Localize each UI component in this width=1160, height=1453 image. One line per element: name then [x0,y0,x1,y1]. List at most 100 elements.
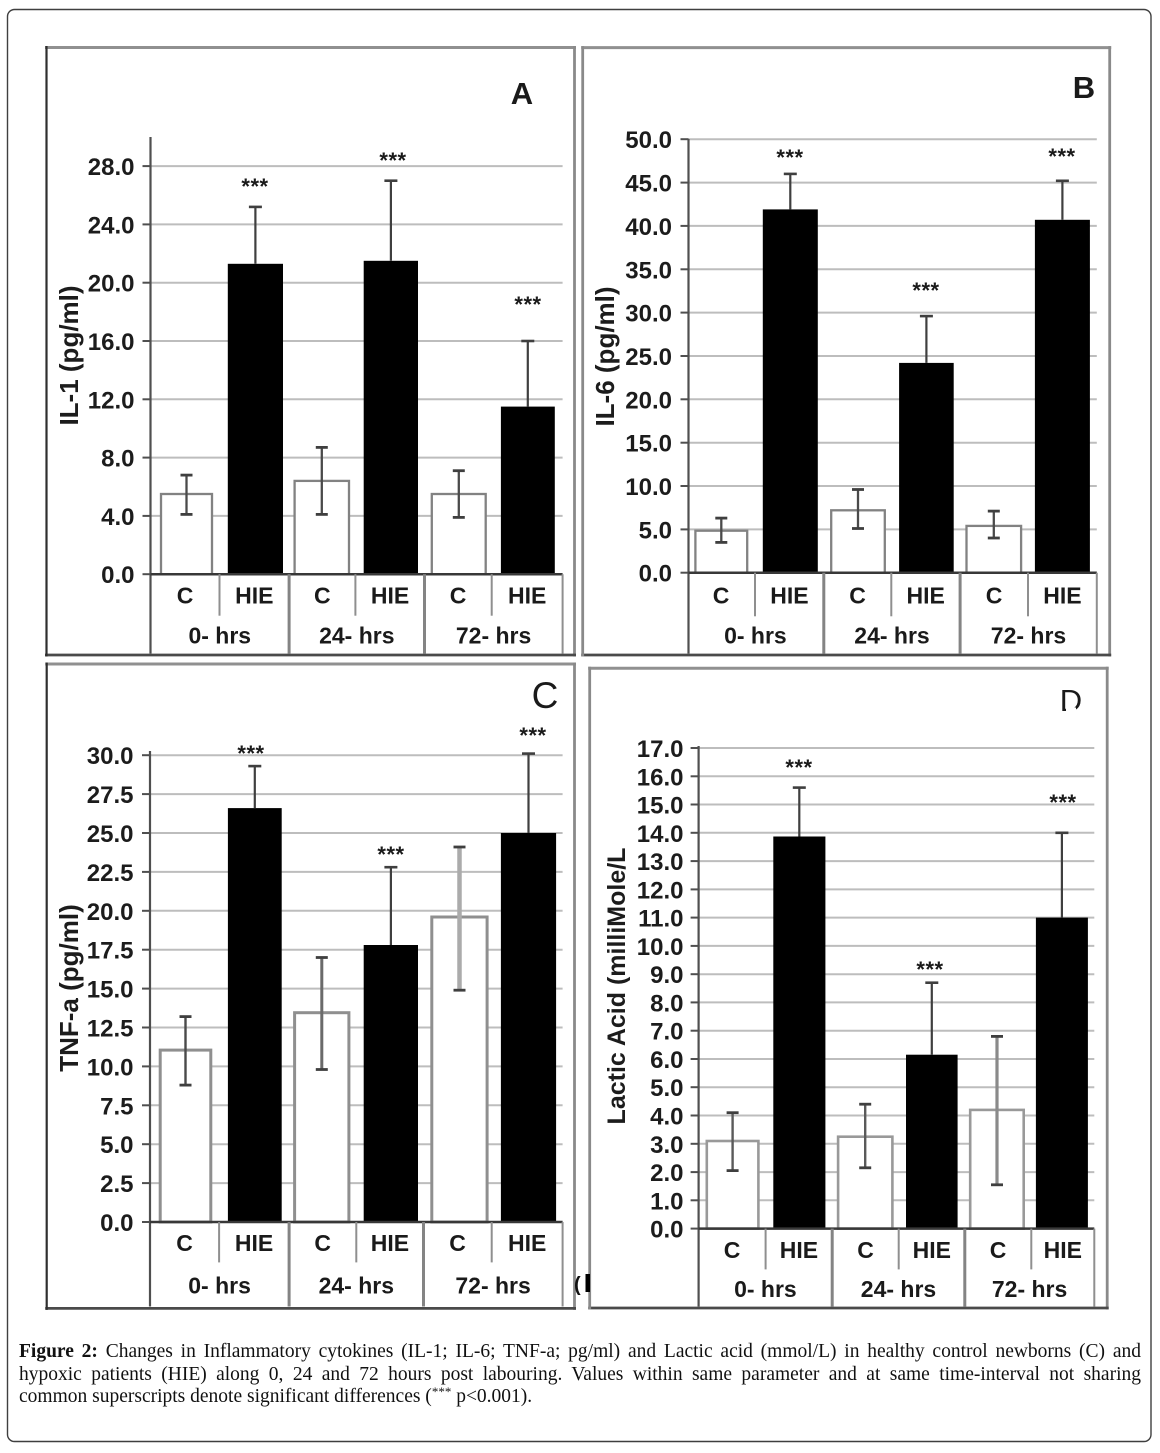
svg-text:28.0: 28.0 [88,154,135,181]
svg-text:D: D [1060,683,1082,718]
svg-text:HIE: HIE [235,583,273,609]
svg-text:C: C [990,1237,1007,1263]
svg-text:0- hrs: 0- hrs [724,623,787,649]
svg-text:HIE: HIE [508,1230,546,1256]
svg-text:10.0: 10.0 [625,474,672,501]
svg-text:***: *** [519,723,546,748]
svg-text:C: C [314,1230,331,1256]
svg-text:HIE: HIE [1043,583,1081,609]
svg-text:12.0: 12.0 [637,877,684,904]
svg-text:15.0: 15.0 [87,977,134,1004]
svg-text:(: ( [574,1274,581,1296]
svg-text:7.0: 7.0 [650,1019,683,1046]
svg-text:24- hrs: 24- hrs [319,1273,394,1299]
svg-text:72- hrs: 72- hrs [992,1276,1067,1302]
svg-text:0- hrs: 0- hrs [734,1276,797,1302]
svg-text:22.5: 22.5 [87,860,134,887]
svg-text:0- hrs: 0- hrs [188,1273,251,1299]
svg-text:Lactic Acid (milliMole/L: Lactic Acid (milliMole/L [603,848,631,1125]
svg-text:IL-1 (pg/ml): IL-1 (pg/ml) [54,285,84,425]
svg-text:C: C [450,583,467,609]
svg-text:***: *** [241,174,268,199]
svg-text:HIE: HIE [235,1230,273,1256]
svg-text:14.0: 14.0 [637,821,684,848]
svg-text:***: *** [776,145,803,170]
svg-text:5.0: 5.0 [100,1132,133,1159]
svg-text:16.0: 16.0 [637,764,684,791]
svg-text:72- hrs: 72- hrs [455,1273,530,1299]
svg-text:HIE: HIE [1044,1237,1082,1263]
svg-text:25.0: 25.0 [87,821,134,848]
svg-text:B: B [1073,70,1095,105]
svg-text:8.0: 8.0 [650,990,683,1017]
svg-text:17.0: 17.0 [637,736,684,763]
svg-text:9.0: 9.0 [650,962,683,989]
svg-text:11.0: 11.0 [638,906,683,933]
svg-text:***: *** [912,278,939,303]
svg-text:20.0: 20.0 [87,899,134,926]
svg-text:20.0: 20.0 [625,387,672,414]
svg-text:C: C [724,1237,741,1263]
svg-text:IL-6 (pg/ml): IL-6 (pg/ml) [590,286,620,426]
svg-text:10.0: 10.0 [87,1054,134,1081]
svg-text:2.5: 2.5 [100,1171,133,1198]
svg-text:***: *** [1049,790,1076,815]
svg-text:***: *** [514,292,541,317]
svg-text:45.0: 45.0 [625,171,672,198]
svg-text:3.0: 3.0 [650,1132,683,1159]
svg-text:C: C [314,583,331,609]
svg-text:15.0: 15.0 [625,431,672,458]
svg-text:2.0: 2.0 [650,1160,683,1187]
svg-text:HIE: HIE [371,1230,409,1256]
svg-text:30.0: 30.0 [87,743,134,770]
svg-text:15.0: 15.0 [637,793,684,820]
svg-text:***: *** [237,741,264,766]
svg-text:24- hrs: 24- hrs [319,623,394,649]
svg-text:HIE: HIE [907,583,945,609]
svg-text:0.0: 0.0 [100,1210,133,1237]
svg-text:50.0: 50.0 [625,127,672,154]
svg-text:72- hrs: 72- hrs [991,623,1066,649]
svg-text:C: C [986,583,1003,609]
svg-text:4.0: 4.0 [101,504,134,531]
svg-text:C: C [177,583,194,609]
svg-text:10.0: 10.0 [637,934,684,961]
svg-text:13.0: 13.0 [637,849,684,876]
svg-text:C: C [857,1237,874,1263]
svg-text:5.0: 5.0 [639,517,672,544]
svg-text:HIE: HIE [770,583,808,609]
svg-text:***: *** [379,148,406,173]
svg-text:HIE: HIE [913,1237,951,1263]
svg-text:0- hrs: 0- hrs [188,623,251,649]
svg-text:7.5: 7.5 [100,1093,133,1120]
svg-text:20.0: 20.0 [88,271,135,298]
svg-text:12.5: 12.5 [87,1016,134,1043]
svg-text:1.0: 1.0 [650,1188,683,1215]
svg-text:24- hrs: 24- hrs [854,623,929,649]
svg-text:TNF-a (pg/ml): TNF-a (pg/ml) [54,904,84,1072]
svg-text:C: C [176,1230,193,1256]
svg-text:5.0: 5.0 [650,1075,683,1102]
svg-text:C: C [532,675,559,716]
svg-text:40.0: 40.0 [625,214,672,241]
svg-text:A: A [511,76,533,111]
svg-text:0.0: 0.0 [101,562,134,589]
svg-text:35.0: 35.0 [625,257,672,284]
svg-text:HIE: HIE [780,1237,818,1263]
svg-text:12.0: 12.0 [88,387,135,414]
svg-text:24.0: 24.0 [88,212,135,239]
svg-text:0.0: 0.0 [650,1217,683,1244]
svg-text:HIE: HIE [371,583,409,609]
svg-text:C: C [449,1230,466,1256]
svg-text:0.0: 0.0 [639,561,672,588]
svg-text:***: *** [377,842,404,867]
svg-text:8.0: 8.0 [101,446,134,473]
svg-text:4.0: 4.0 [650,1104,683,1131]
svg-text:***: *** [785,755,812,780]
svg-text:***: *** [916,957,943,982]
svg-text:24- hrs: 24- hrs [861,1276,936,1302]
svg-text:30.0: 30.0 [625,301,672,328]
svg-text:27.5: 27.5 [87,782,134,809]
svg-text:6.0: 6.0 [650,1047,683,1074]
svg-text:C: C [849,583,866,609]
